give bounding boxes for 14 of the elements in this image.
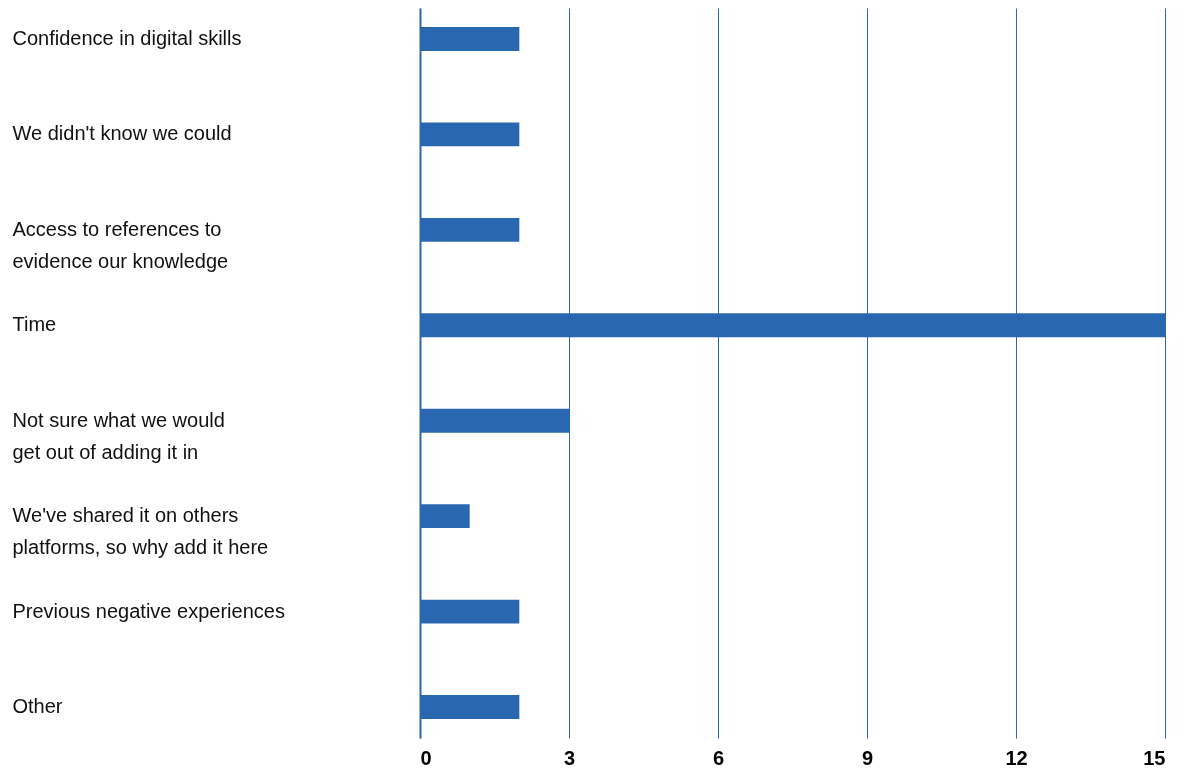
x-tick-label: 0: [420, 746, 432, 769]
y-tick-label: Time: [12, 313, 57, 336]
x-tick-label: 3: [563, 746, 576, 769]
x-tick-label: 15: [1143, 746, 1166, 769]
x-tick-label: 6: [712, 746, 725, 769]
y-tick-label: Previous negative experiences: [12, 599, 285, 622]
y-tick-label: Not sure what we would get out of adding it in: [12, 408, 225, 463]
y-tick-label: We've shared it on others platforms, so why add it here: [12, 504, 269, 559]
x-tick-label: 12: [1005, 746, 1028, 769]
y-tick-label: We didn't know we could: [12, 122, 232, 145]
y-tick-label: Other: [12, 694, 63, 717]
x-tick-label: 9: [861, 746, 874, 769]
y-tick-label: Confidence in digital skills: [12, 27, 242, 50]
y-tick-label: Access to references to evidence our knowledge: [12, 217, 229, 272]
